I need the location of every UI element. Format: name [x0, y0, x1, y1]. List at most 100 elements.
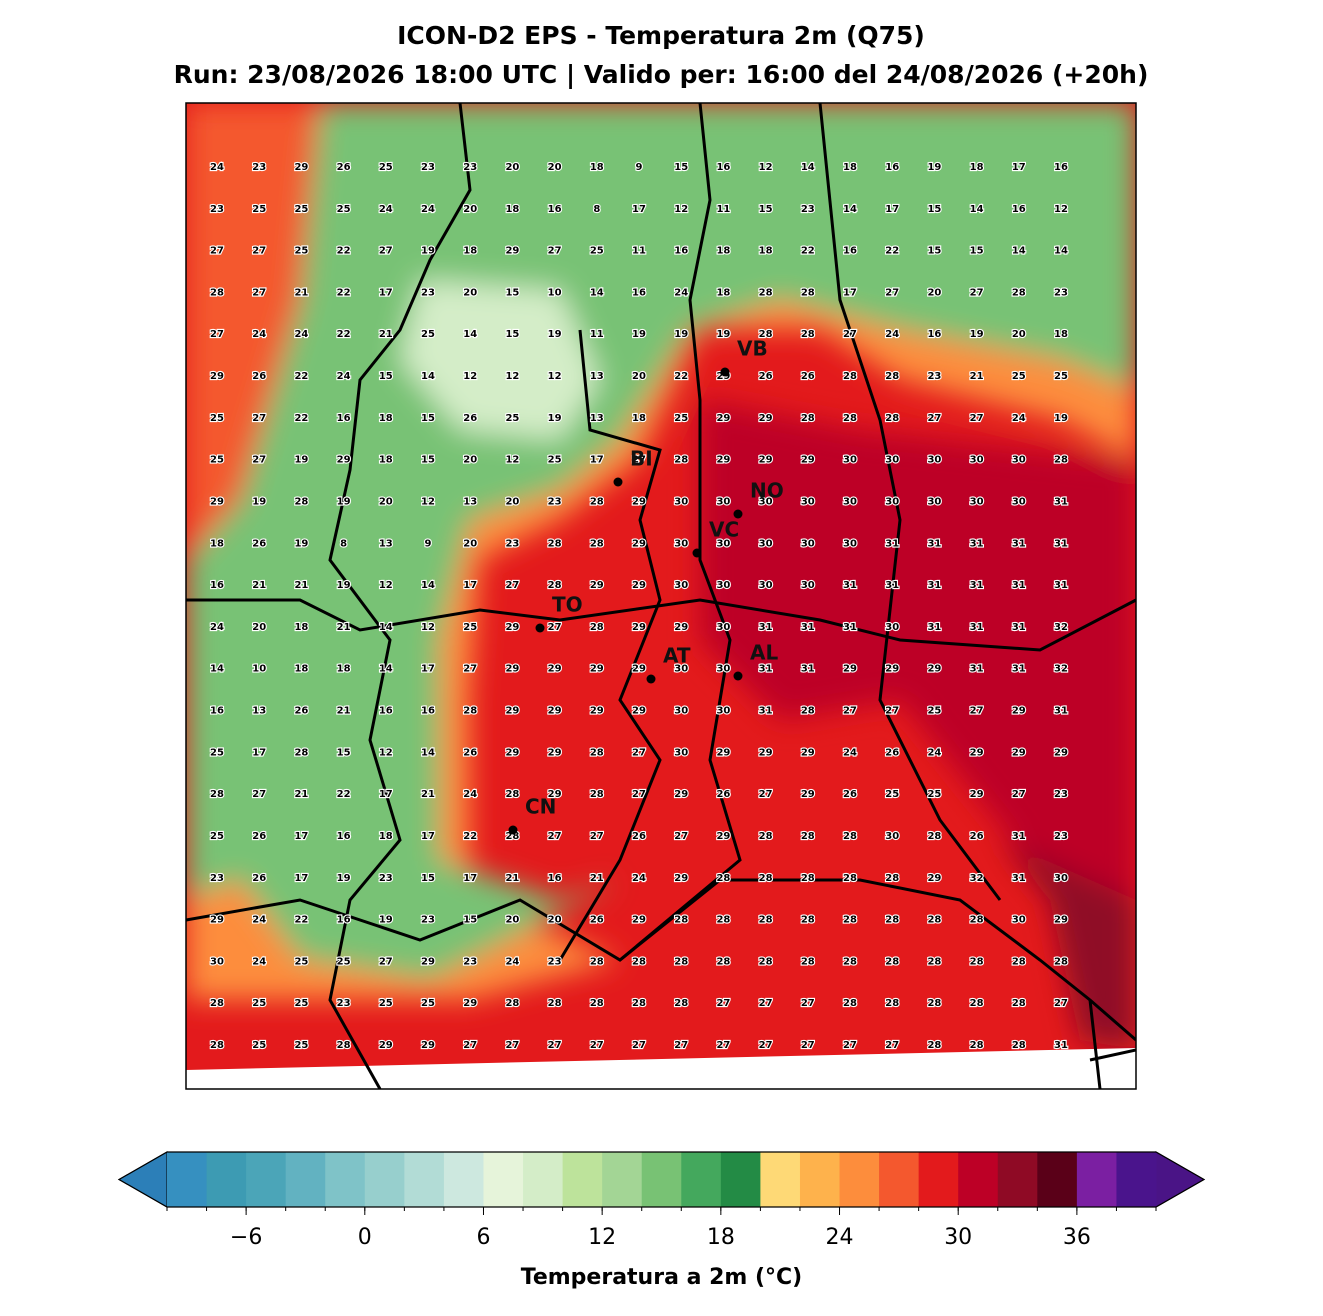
map-frame	[185, 102, 1137, 1090]
grid-value: 24	[421, 204, 435, 215]
grid-value: 24	[843, 747, 857, 758]
grid-value: 15	[421, 413, 435, 424]
grid-value: 28	[716, 956, 730, 967]
grid-value: 12	[759, 162, 773, 173]
grid-value: 27	[759, 789, 773, 800]
grid-value: 22	[463, 831, 477, 842]
grid-value: 29	[548, 789, 562, 800]
grid-value: 19	[970, 329, 984, 340]
grid-value: 28	[759, 831, 773, 842]
grid-value: 16	[210, 706, 224, 717]
grid-value: 27	[716, 998, 730, 1009]
city-label: CN	[525, 795, 556, 819]
grid-value: 28	[505, 831, 519, 842]
grid-value: 27	[548, 622, 562, 633]
grid-value: 23	[548, 956, 562, 967]
no-data	[186, 1048, 1136, 1089]
grid-value: 27	[843, 1040, 857, 1051]
grid-value: 22	[294, 915, 308, 926]
grid-value: 28	[927, 915, 941, 926]
grid-value: 18	[716, 246, 730, 257]
city-dot	[508, 825, 518, 835]
grid-value: 16	[716, 162, 730, 173]
grid-value: 27	[548, 1040, 562, 1051]
grid-value: 31	[970, 664, 984, 675]
grid-value: 30	[970, 455, 984, 466]
grid-value: 29	[590, 580, 604, 591]
grid-value: 16	[927, 329, 941, 340]
grid-value: 27	[716, 1040, 730, 1051]
grid-value: 28	[674, 915, 688, 926]
grid-value: 29	[379, 1040, 393, 1051]
grid-value: 30	[927, 496, 941, 507]
grid-value: 27	[252, 789, 266, 800]
grid-value: 25	[548, 455, 562, 466]
grid-value: 25	[337, 956, 351, 967]
grid-value: 25	[674, 413, 688, 424]
grid-value: 28	[632, 998, 646, 1009]
grid-value: 16	[1012, 204, 1026, 215]
grid-value: 16	[885, 162, 899, 173]
grid-value: 30	[1012, 915, 1026, 926]
grid-value: 27	[632, 789, 646, 800]
grid-value: 29	[210, 915, 224, 926]
grid-value: 25	[294, 1040, 308, 1051]
grid-value: 19	[252, 496, 266, 507]
grid-value: 31	[1054, 580, 1068, 591]
grid-value: 30	[801, 580, 815, 591]
grid-value: 18	[632, 413, 646, 424]
colorbar-bin	[443, 1152, 484, 1207]
grid-value: 31	[970, 580, 984, 591]
grid-value: 27	[379, 246, 393, 257]
grid-value: 25	[294, 998, 308, 1009]
grid-value: 32	[970, 873, 984, 884]
grid-value: 31	[1054, 538, 1068, 549]
grid-value: 30	[674, 538, 688, 549]
grid-value: 29	[548, 747, 562, 758]
grid-value: 25	[885, 789, 899, 800]
grid-value: 14	[970, 204, 984, 215]
city-label: VB	[737, 337, 768, 361]
colorbar-bin	[879, 1152, 920, 1207]
grid-value: 14	[1054, 246, 1068, 257]
grid-value: 27	[463, 1040, 477, 1051]
grid-value: 16	[337, 915, 351, 926]
grid-value: 12	[421, 496, 435, 507]
grid-value: 31	[1012, 538, 1026, 549]
grid-value: 25	[294, 204, 308, 215]
grid-value: 27	[759, 1040, 773, 1051]
grid-value: 28	[801, 915, 815, 926]
colorbar: −6 0 6 12 18 24 30 36 Temperatura a 2m (°C)	[117, 1151, 1206, 1290]
grid-value: 20	[1012, 329, 1026, 340]
grid-value: 30	[674, 580, 688, 591]
grid-value: 25	[590, 246, 604, 257]
grid-value: 18	[337, 664, 351, 675]
grid-value: 13	[463, 496, 477, 507]
grid-value: 26	[252, 371, 266, 382]
grid-value: 28	[337, 1040, 351, 1051]
grid-value: 31	[801, 622, 815, 633]
grid-value: 23	[505, 538, 519, 549]
grid-value: 25	[294, 246, 308, 257]
grid-value: 26	[885, 747, 899, 758]
grid-value: 19	[1054, 413, 1068, 424]
city-dot	[720, 367, 730, 377]
grid-value: 24	[337, 371, 351, 382]
grid-value: 29	[1054, 915, 1068, 926]
grid-value: 27	[252, 287, 266, 298]
grid-value: 14	[421, 580, 435, 591]
grid-value: 30	[716, 496, 730, 507]
grid-value: 29	[1054, 747, 1068, 758]
grid-value: 28	[843, 831, 857, 842]
grid-value: 28	[759, 329, 773, 340]
grid-value: 27	[590, 831, 604, 842]
grid-value: 28	[1012, 998, 1026, 1009]
grid-value: 20	[463, 455, 477, 466]
grid-value: 30	[843, 538, 857, 549]
city-label: AT	[663, 644, 691, 668]
grid-value: 23	[210, 204, 224, 215]
grid-value: 17	[632, 204, 646, 215]
city-label: BI	[630, 447, 653, 471]
grid-value: 25	[379, 998, 393, 1009]
grid-value: 23	[463, 956, 477, 967]
